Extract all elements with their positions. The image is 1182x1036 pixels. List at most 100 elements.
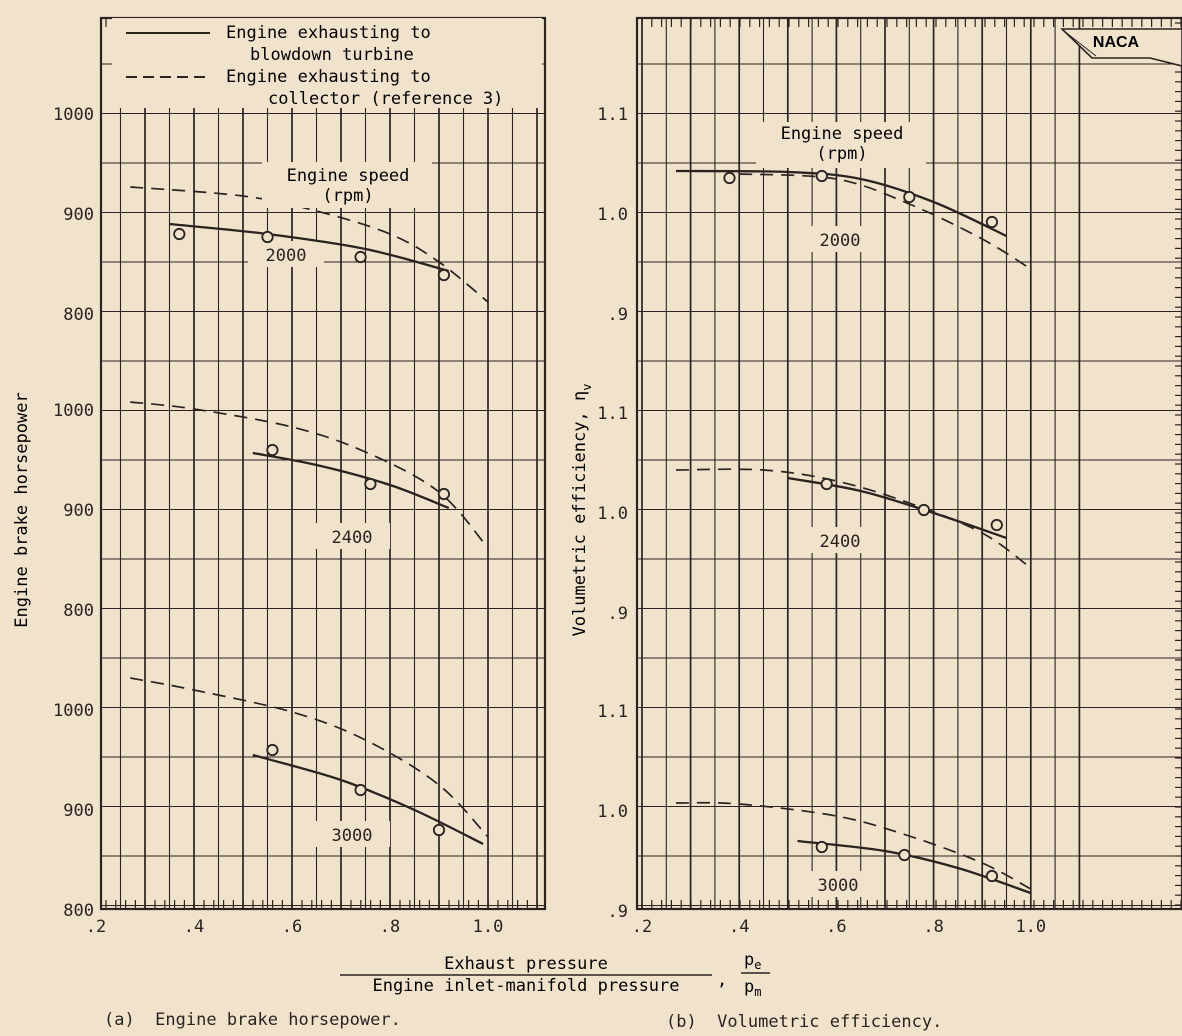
- x-tick-label-a: .8: [380, 917, 400, 937]
- y-tick-label-a: 900: [63, 801, 94, 821]
- x-tick-label-a: 1.0: [473, 917, 504, 937]
- data-point-2000: [261, 230, 274, 244]
- y-tick-label-b: 1.0: [597, 802, 628, 822]
- data-point-2400: [917, 503, 930, 517]
- y-axis-title-a: Engine brake horsepower: [12, 392, 32, 627]
- data-point-2400: [266, 443, 279, 457]
- y-tick-label-b: .9: [608, 902, 628, 922]
- dashed-curve-2000-b: [739, 173, 1032, 270]
- x-tick-label-b: .4: [729, 917, 749, 937]
- tick-labels: .2 .4 .6 .8 1.0 800 900 1000 800 900 1000 800 900 100…: [53, 105, 1046, 937]
- legend-dashed-label-2: collector (reference 3): [268, 89, 503, 109]
- speed-header-a-bg: [262, 162, 432, 208]
- x-tick-label-a: .6: [282, 917, 302, 937]
- naca-logo-text: NACA: [1093, 34, 1140, 51]
- x-tick-label-a: .2: [86, 917, 106, 937]
- y-tick-label-a: 800: [63, 601, 94, 621]
- y-tick-label-b: 1.1: [597, 404, 628, 424]
- speed-label-bg: [314, 523, 390, 549]
- solid-curve-2400-a: [252, 451, 450, 510]
- solid-curve-2000-a: [169, 222, 450, 273]
- y-axis-title-b: Volumetric efficiency, ηv: [570, 384, 594, 637]
- speed-label-3000: 3000: [818, 876, 859, 896]
- data-point-2400: [437, 487, 450, 501]
- x-tick-label-b: .6: [826, 917, 846, 937]
- data-point-2000: [815, 169, 828, 183]
- speed-header-b-bg: [756, 122, 926, 168]
- data-point-3000: [354, 783, 367, 797]
- speed-label-bg: [314, 821, 390, 847]
- data-curves: 2000 2400 3000 2000 2400 3000: [130, 169, 1032, 897]
- x-axis-title: Exhaust pressure Engine inlet-manifold p…: [340, 950, 770, 999]
- y-tick-label-a: 1000: [53, 401, 94, 421]
- dashed-curve-2000-a: [130, 186, 489, 303]
- y-tick-label-b: 1.1: [597, 105, 628, 125]
- x-axis-frac-num: pe: [744, 950, 761, 972]
- dashed-curve-2400-a: [130, 401, 489, 549]
- legend-solid-label-1: Engine exhausting to: [226, 23, 431, 43]
- speed-header-a: Engine speed (rpm): [262, 162, 432, 208]
- x-axis-title-numerator: Exhaust pressure: [444, 954, 608, 974]
- speed-label-2000: 2000: [266, 246, 307, 266]
- data-point-2000: [437, 268, 450, 282]
- y-tick-label-b: 1.0: [597, 205, 628, 225]
- speed-header-b: Engine speed (rpm): [756, 122, 926, 168]
- y-tick-label-b: 1.0: [597, 504, 628, 524]
- speed-label-bg: [800, 871, 876, 897]
- data-point-2000: [985, 215, 999, 229]
- y-tick-label-a: 800: [63, 305, 94, 325]
- caption-b: (b) Volumetric efficiency.: [666, 1012, 943, 1032]
- y-tick-label-b: 1.1: [597, 702, 628, 722]
- data-point-3000: [266, 743, 279, 757]
- x-axis-title-denominator: Engine inlet-manifold pressure: [372, 976, 679, 996]
- y-tick-label-a: 1000: [53, 105, 94, 125]
- x-tick-label-b: .2: [632, 917, 652, 937]
- data-point-2400: [364, 477, 377, 491]
- x-axis-frac-den-main: p: [744, 977, 754, 997]
- data-point-2000: [723, 171, 736, 185]
- y-tick-label-a: 900: [63, 501, 94, 521]
- y-tick-label-b: .9: [608, 305, 628, 325]
- y-tick-label-a: 900: [63, 205, 94, 225]
- solid-curve-2000-b: [675, 169, 1007, 238]
- legend-solid-label-2: blowdown turbine: [250, 45, 414, 65]
- y-axis-title-b-main: Volumetric efficiency, η: [570, 391, 590, 637]
- x-axis-frac-den: pm: [744, 977, 761, 999]
- data-point-3000: [815, 840, 828, 854]
- y-axis-title-b-text: Volumetric efficiency, ηv: [570, 384, 594, 637]
- data-point-3000: [898, 848, 911, 862]
- dashed-curve-3000-b: [675, 801, 1032, 890]
- solid-curve-2400-b: [787, 476, 1007, 540]
- y-tick-label-a: 800: [63, 901, 94, 921]
- speed-label-2400: 2400: [820, 532, 861, 552]
- speed-header-b-title: Engine speed: [781, 124, 904, 144]
- speed-label-bg: [802, 226, 878, 252]
- x-tick-label-b: .8: [923, 917, 943, 937]
- naca-logo-stroke: [1063, 30, 1097, 57]
- speed-label-2000: 2000: [820, 231, 861, 251]
- dashed-curve-2400-b: [675, 468, 1032, 569]
- y-axis-title-b-sub: v: [580, 384, 594, 391]
- solid-curve-3000-b: [797, 839, 1032, 895]
- naca-logo-wing: [1060, 28, 1182, 67]
- data-point-2000: [903, 190, 916, 204]
- speed-header-b-unit: (rpm): [816, 144, 867, 164]
- speed-header-a-unit: (rpm): [322, 186, 373, 206]
- speed-label-2400: 2400: [332, 528, 373, 548]
- x-tick-label-b: 1.0: [1015, 917, 1046, 937]
- caption-a: (a) Engine brake horsepower.: [104, 1010, 401, 1030]
- data-point-2400: [820, 477, 833, 491]
- speed-label-bg: [802, 527, 878, 553]
- data-point-3000: [432, 823, 446, 837]
- x-axis-title-comma: ,: [717, 970, 727, 990]
- data-point-2400: [990, 518, 1003, 532]
- legend-dashed-label-1: Engine exhausting to: [226, 67, 431, 87]
- data-point-2000: [173, 227, 186, 241]
- naca-logo: NACA: [1060, 28, 1182, 67]
- x-axis-frac-den-sub: m: [754, 985, 761, 999]
- legend: Engine exhausting to blowdown turbine En…: [112, 18, 542, 109]
- data-point-2000: [354, 250, 367, 264]
- y-tick-label-b: .9: [608, 604, 628, 624]
- x-tick-label-a: .4: [184, 917, 204, 937]
